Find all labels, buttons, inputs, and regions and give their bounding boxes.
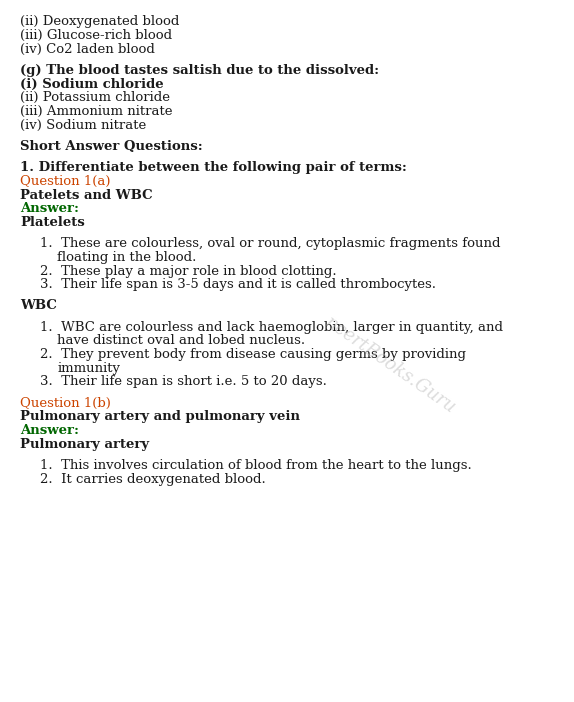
- Text: Answer:: Answer:: [20, 202, 79, 216]
- Text: Pulmonary artery and pulmonary vein: Pulmonary artery and pulmonary vein: [20, 411, 300, 423]
- Text: (ii) Potassium chloride: (ii) Potassium chloride: [20, 91, 170, 105]
- Text: Question 1(b): Question 1(b): [20, 397, 111, 410]
- Text: 2.  It carries deoxygenated blood.: 2. It carries deoxygenated blood.: [40, 472, 266, 486]
- Text: immunity: immunity: [57, 362, 121, 375]
- Text: 1.  This involves circulation of blood from the heart to the lungs.: 1. This involves circulation of blood fr…: [40, 459, 472, 472]
- Text: 2.  These play a major role in blood clotting.: 2. These play a major role in blood clot…: [40, 265, 337, 277]
- Text: 3.  Their life span is 3-5 days and it is called thrombocytes.: 3. Their life span is 3-5 days and it is…: [40, 278, 436, 291]
- Text: ncertBooks.Guru: ncertBooks.Guru: [321, 313, 459, 417]
- Text: Pulmonary artery: Pulmonary artery: [20, 438, 149, 451]
- Text: 2.  They prevent body from disease causing germs by providing: 2. They prevent body from disease causin…: [40, 348, 466, 361]
- Text: floating in the blood.: floating in the blood.: [57, 251, 197, 264]
- Text: WBC: WBC: [20, 300, 57, 312]
- Text: 1.  WBC are colourless and lack haemoglobin, larger in quantity, and: 1. WBC are colourless and lack haemoglob…: [40, 321, 503, 333]
- Text: (g) The blood tastes saltish due to the dissolved:: (g) The blood tastes saltish due to the …: [20, 64, 379, 77]
- Text: (iii) Glucose-rich blood: (iii) Glucose-rich blood: [20, 29, 172, 42]
- Text: (iii) Ammonium nitrate: (iii) Ammonium nitrate: [20, 105, 173, 118]
- Text: Platelets: Platelets: [20, 216, 85, 229]
- Text: (iv) Sodium nitrate: (iv) Sodium nitrate: [20, 119, 146, 132]
- Text: have distinct oval and lobed nucleus.: have distinct oval and lobed nucleus.: [57, 334, 305, 347]
- Text: 1.  These are colourless, oval or round, cytoplasmic fragments found: 1. These are colourless, oval or round, …: [40, 237, 501, 250]
- Text: Patelets and WBC: Patelets and WBC: [20, 189, 153, 201]
- Text: (iv) Co2 laden blood: (iv) Co2 laden blood: [20, 43, 155, 56]
- Text: Answer:: Answer:: [20, 424, 79, 437]
- Text: 3.  Their life span is short i.e. 5 to 20 days.: 3. Their life span is short i.e. 5 to 20…: [40, 376, 327, 388]
- Text: (ii) Deoxygenated blood: (ii) Deoxygenated blood: [20, 15, 180, 29]
- Text: Short Answer Questions:: Short Answer Questions:: [20, 140, 203, 153]
- Text: Question 1(a): Question 1(a): [20, 175, 111, 188]
- Text: 1. Differentiate between the following pair of terms:: 1. Differentiate between the following p…: [20, 161, 407, 174]
- Text: (i) Sodium chloride: (i) Sodium chloride: [20, 78, 164, 91]
